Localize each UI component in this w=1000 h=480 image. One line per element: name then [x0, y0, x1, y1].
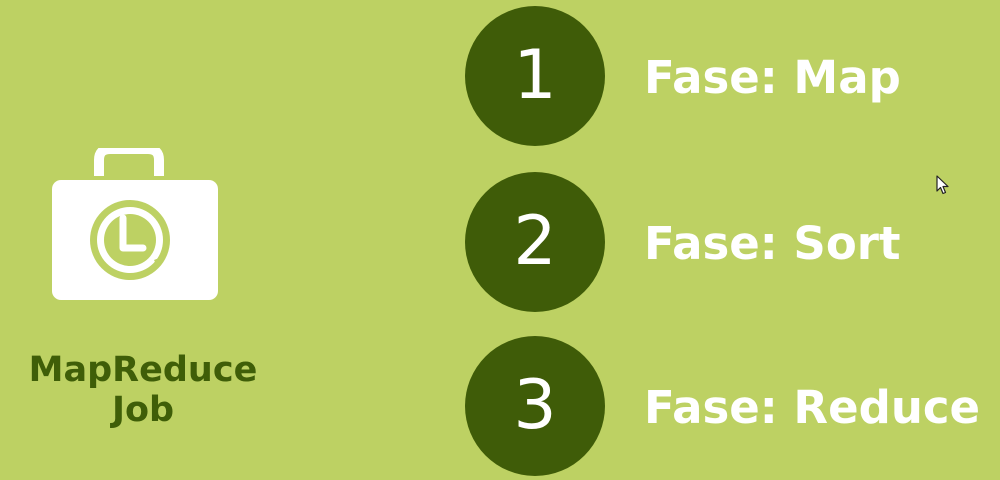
step-circle — [465, 6, 605, 146]
job-title-line-1: MapReduce — [28, 350, 258, 390]
step-number: 2 — [513, 202, 557, 281]
job-title: MapReduce Job — [0, 350, 286, 430]
step-label: Fase: Sort — [644, 217, 901, 270]
mouse-cursor-icon — [936, 175, 950, 195]
step-map: 1 Fase: Map — [465, 6, 985, 146]
step-label: Fase: Reduce — [644, 381, 981, 434]
step-reduce: 3 Fase: Reduce — [465, 336, 985, 476]
step-label: Fase: Map — [644, 51, 901, 104]
briefcase-clock-icon — [52, 144, 218, 304]
step-circle — [465, 172, 605, 312]
step-number: 1 — [513, 36, 557, 115]
step-circle — [465, 336, 605, 476]
step-number: 3 — [513, 366, 557, 445]
job-title-line-2: Job — [111, 390, 175, 430]
step-sort: 2 Fase: Sort — [465, 172, 985, 312]
